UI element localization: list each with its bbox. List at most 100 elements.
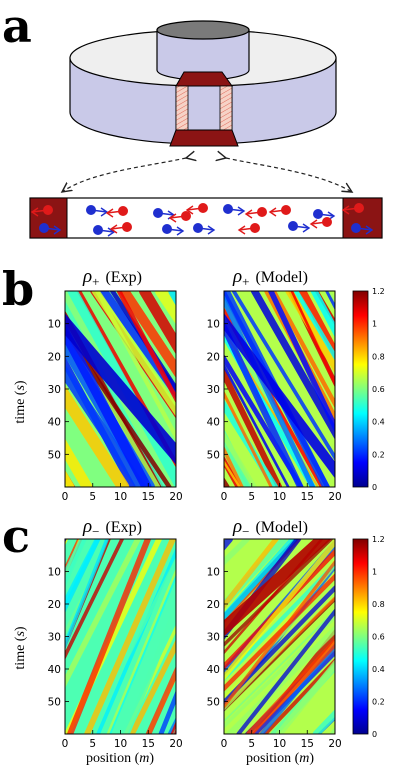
heatmap-stripe bbox=[224, 363, 290, 487]
heatmap-stripe bbox=[67, 539, 151, 734]
y-tick-label: 20 bbox=[207, 599, 220, 611]
x-tick-label: 15 bbox=[301, 738, 314, 750]
heatmap-stripe bbox=[397, 291, 407, 487]
heatmap-stripe bbox=[139, 291, 176, 355]
y-tick-label: 30 bbox=[48, 384, 61, 396]
colorbar-tick-label: 0.4 bbox=[372, 418, 385, 427]
x-tick-label: 0 bbox=[62, 738, 69, 750]
heatmap-stripe bbox=[0, 291, 4, 487]
colorbar-tick-label: 0.4 bbox=[372, 665, 385, 674]
x-tick-label: 10 bbox=[114, 738, 127, 750]
y-tick-label: 30 bbox=[48, 632, 61, 644]
heatmap-stripe bbox=[400, 291, 407, 487]
heatmap-stripe bbox=[84, 539, 176, 734]
particle-velocity-arrow bbox=[30, 207, 49, 217]
x-tick-label: 20 bbox=[169, 738, 182, 750]
y-tick-label: 40 bbox=[48, 417, 61, 429]
particle-velocity-arrow bbox=[105, 208, 124, 218]
particle-velocity-arrow bbox=[43, 225, 62, 235]
particle-velocity-arrow bbox=[268, 207, 287, 217]
x-tick-label: 5 bbox=[248, 738, 255, 750]
heatmap-stripe bbox=[116, 291, 176, 404]
x-tick-label: 15 bbox=[142, 738, 155, 750]
panel-label-a: a bbox=[2, 0, 32, 53]
x-tick-label: 15 bbox=[301, 491, 314, 503]
particle-velocity-arrow bbox=[168, 213, 187, 223]
colorbar-tick-label: 0 bbox=[372, 730, 377, 739]
heatmap-stripe bbox=[236, 608, 335, 734]
heatmap-rho-minus-model bbox=[0, 539, 335, 734]
heatmap-stripe bbox=[65, 539, 141, 689]
inner-cylinder-top bbox=[156, 20, 250, 40]
heatmap-stripe bbox=[65, 539, 124, 660]
heatmap-stripe bbox=[224, 367, 283, 487]
heatmap-stripe bbox=[158, 689, 176, 734]
y-tick-label: 10 bbox=[48, 319, 61, 331]
colorbar-tick-label: 1 bbox=[372, 568, 377, 577]
heatmap-rho-plus-exp bbox=[0, 291, 407, 487]
heatmap-stripe bbox=[290, 291, 335, 387]
heatmap-stripe bbox=[310, 291, 335, 338]
cutaway-right-hatch bbox=[219, 85, 233, 131]
y-tick-label: 10 bbox=[48, 567, 61, 579]
channel-wall-right bbox=[342, 197, 383, 239]
heatmap-stripe bbox=[394, 291, 407, 487]
x-tick-label: 10 bbox=[114, 491, 127, 503]
heatmap-stripe bbox=[402, 291, 407, 487]
colorbar-tick-label: 1.2 bbox=[372, 287, 385, 296]
particle-velocity-arrow bbox=[244, 209, 263, 219]
heatmap-stripe bbox=[394, 291, 407, 487]
heatmap-stripe bbox=[224, 319, 304, 487]
x-tick-label: 20 bbox=[328, 491, 341, 503]
heatmap-stripe bbox=[259, 643, 335, 734]
heatmap-stripe bbox=[65, 326, 172, 487]
x-tick-label: 20 bbox=[328, 738, 341, 750]
colorbar-tick-label: 1 bbox=[372, 320, 377, 329]
particle-velocity-arrow bbox=[185, 205, 204, 215]
heatmap-stripe bbox=[65, 364, 146, 487]
heatmap-stripe bbox=[246, 637, 335, 734]
y-tick-label: 40 bbox=[207, 664, 220, 676]
heatmap-stripe bbox=[145, 665, 176, 734]
heatmap-stripe bbox=[275, 659, 335, 734]
y-tick-label: 30 bbox=[207, 384, 220, 396]
heatmap-stripe bbox=[224, 294, 316, 487]
heatmap-stripe bbox=[123, 600, 176, 734]
xlabel-c-left: position (m) bbox=[86, 751, 154, 766]
title-c-right: ρ− (Model) bbox=[232, 516, 308, 539]
heatmap-stripe bbox=[224, 609, 335, 723]
heatmap-stripe bbox=[388, 291, 407, 487]
particle-velocity-arrow bbox=[109, 224, 128, 234]
title-b-right: ρ+ (Model) bbox=[232, 266, 308, 289]
dashed-arrow-right bbox=[226, 158, 352, 192]
heatmap-stripe bbox=[329, 727, 335, 734]
x-tick-label: 5 bbox=[248, 491, 255, 503]
heatmap-stripe bbox=[65, 385, 130, 487]
heatmap-band bbox=[224, 539, 332, 637]
particle-velocity-arrow bbox=[309, 219, 328, 229]
x-tick-label: 20 bbox=[169, 491, 182, 503]
y-tick-label: 20 bbox=[48, 351, 61, 363]
particle-group bbox=[30, 203, 374, 237]
heatmap-stripe bbox=[224, 539, 335, 681]
y-tick-label: 50 bbox=[207, 697, 220, 709]
heatmap-stripe bbox=[129, 638, 176, 734]
particle-velocity-arrow bbox=[90, 207, 109, 217]
heatmap-stripe bbox=[224, 573, 335, 692]
heatmap-stripe bbox=[224, 539, 297, 622]
heatmap-stripe bbox=[0, 539, 13, 734]
heatmap-stripe bbox=[392, 291, 407, 487]
heatmap-stripe bbox=[65, 539, 101, 609]
colorbar-tick-label: 0.8 bbox=[372, 600, 385, 609]
heatmap-stripe bbox=[0, 539, 6, 734]
x-tick-label: 0 bbox=[221, 491, 228, 503]
dashed-arrow-left bbox=[62, 158, 186, 192]
heatmap-stripe bbox=[110, 291, 176, 393]
heatmap-stripe bbox=[0, 539, 2, 734]
heatmap-stripe bbox=[250, 291, 335, 440]
x-tick-label: 10 bbox=[273, 738, 286, 750]
heatmap-rho-plus-model bbox=[224, 291, 407, 487]
heatmap-stripe bbox=[298, 291, 335, 361]
heatmap-stripe bbox=[86, 556, 176, 734]
